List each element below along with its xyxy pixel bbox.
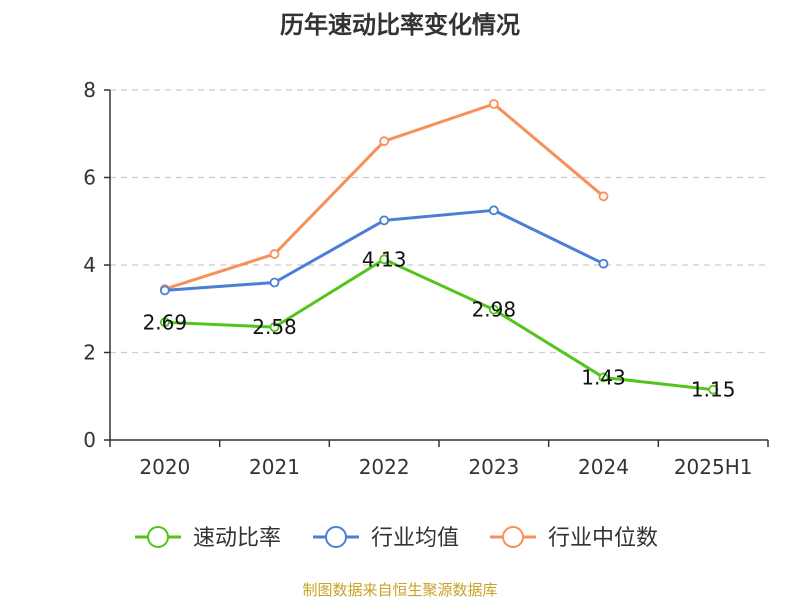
chart-title: 历年速动比率变化情况 [280,11,520,39]
series-line-0 [164,257,714,392]
data-label: 2.58 [252,315,297,339]
series-point [488,99,499,109]
y-tick-label-8: 8 [83,78,96,102]
y-tick-label-2: 2 [83,341,96,365]
series-point [379,215,390,226]
x-tick-label: 2020 [139,455,190,479]
data-label: 1.15 [691,378,736,402]
legend-item[interactable]: 行业均值 [313,526,459,551]
data-labels: 2.69 2.58 4.13 2.98 1.43 1.15 [143,247,736,401]
data-label: 2.98 [472,298,517,322]
series-point [598,191,609,202]
series-point [488,304,499,315]
series-point [269,322,280,333]
legend-marker [147,526,169,548]
x-tick-label: 2024 [578,455,629,479]
source-note: 制图数据来自恒生聚源数据库 [302,581,497,599]
series-point [269,277,280,288]
x-tick-label: 2022 [359,455,410,479]
series-point [598,372,609,383]
grid-lines [110,89,768,354]
data-label: 4.13 [362,247,407,271]
series-point [269,249,280,259]
y-tick-label-4: 4 [83,253,96,277]
legend-marker [325,526,347,548]
series-point [708,384,719,395]
x-tick-label: 2021 [249,455,300,479]
legend-label: 行业均值 [371,526,459,551]
series-point [159,285,170,296]
data-label: 2.69 [143,310,188,334]
y-tick-label-0: 0 [83,428,96,452]
series-group [159,99,719,395]
x-tick-label: 2025H1 [674,455,753,479]
series-point [488,205,499,216]
series-point [159,317,170,328]
series-point [379,254,390,265]
legend-label: 行业中位数 [548,526,658,551]
y-tick-label-6: 6 [83,166,96,190]
legend-label: 速动比率 [193,526,281,551]
legend-marker [502,526,524,548]
x-tick-label: 2023 [468,455,519,479]
axes: 0 2 4 6 8 2020 2021 2022 2023 2024 2025H1 [83,78,769,479]
legend-item[interactable]: 行业中位数 [490,526,658,551]
series-point [598,258,609,269]
data-label: 1.43 [581,365,626,389]
legend[interactable]: 速动比率 行业均值 行业中位数 [135,526,658,551]
series-point [379,136,390,147]
legend-item[interactable]: 速动比率 [135,526,281,551]
